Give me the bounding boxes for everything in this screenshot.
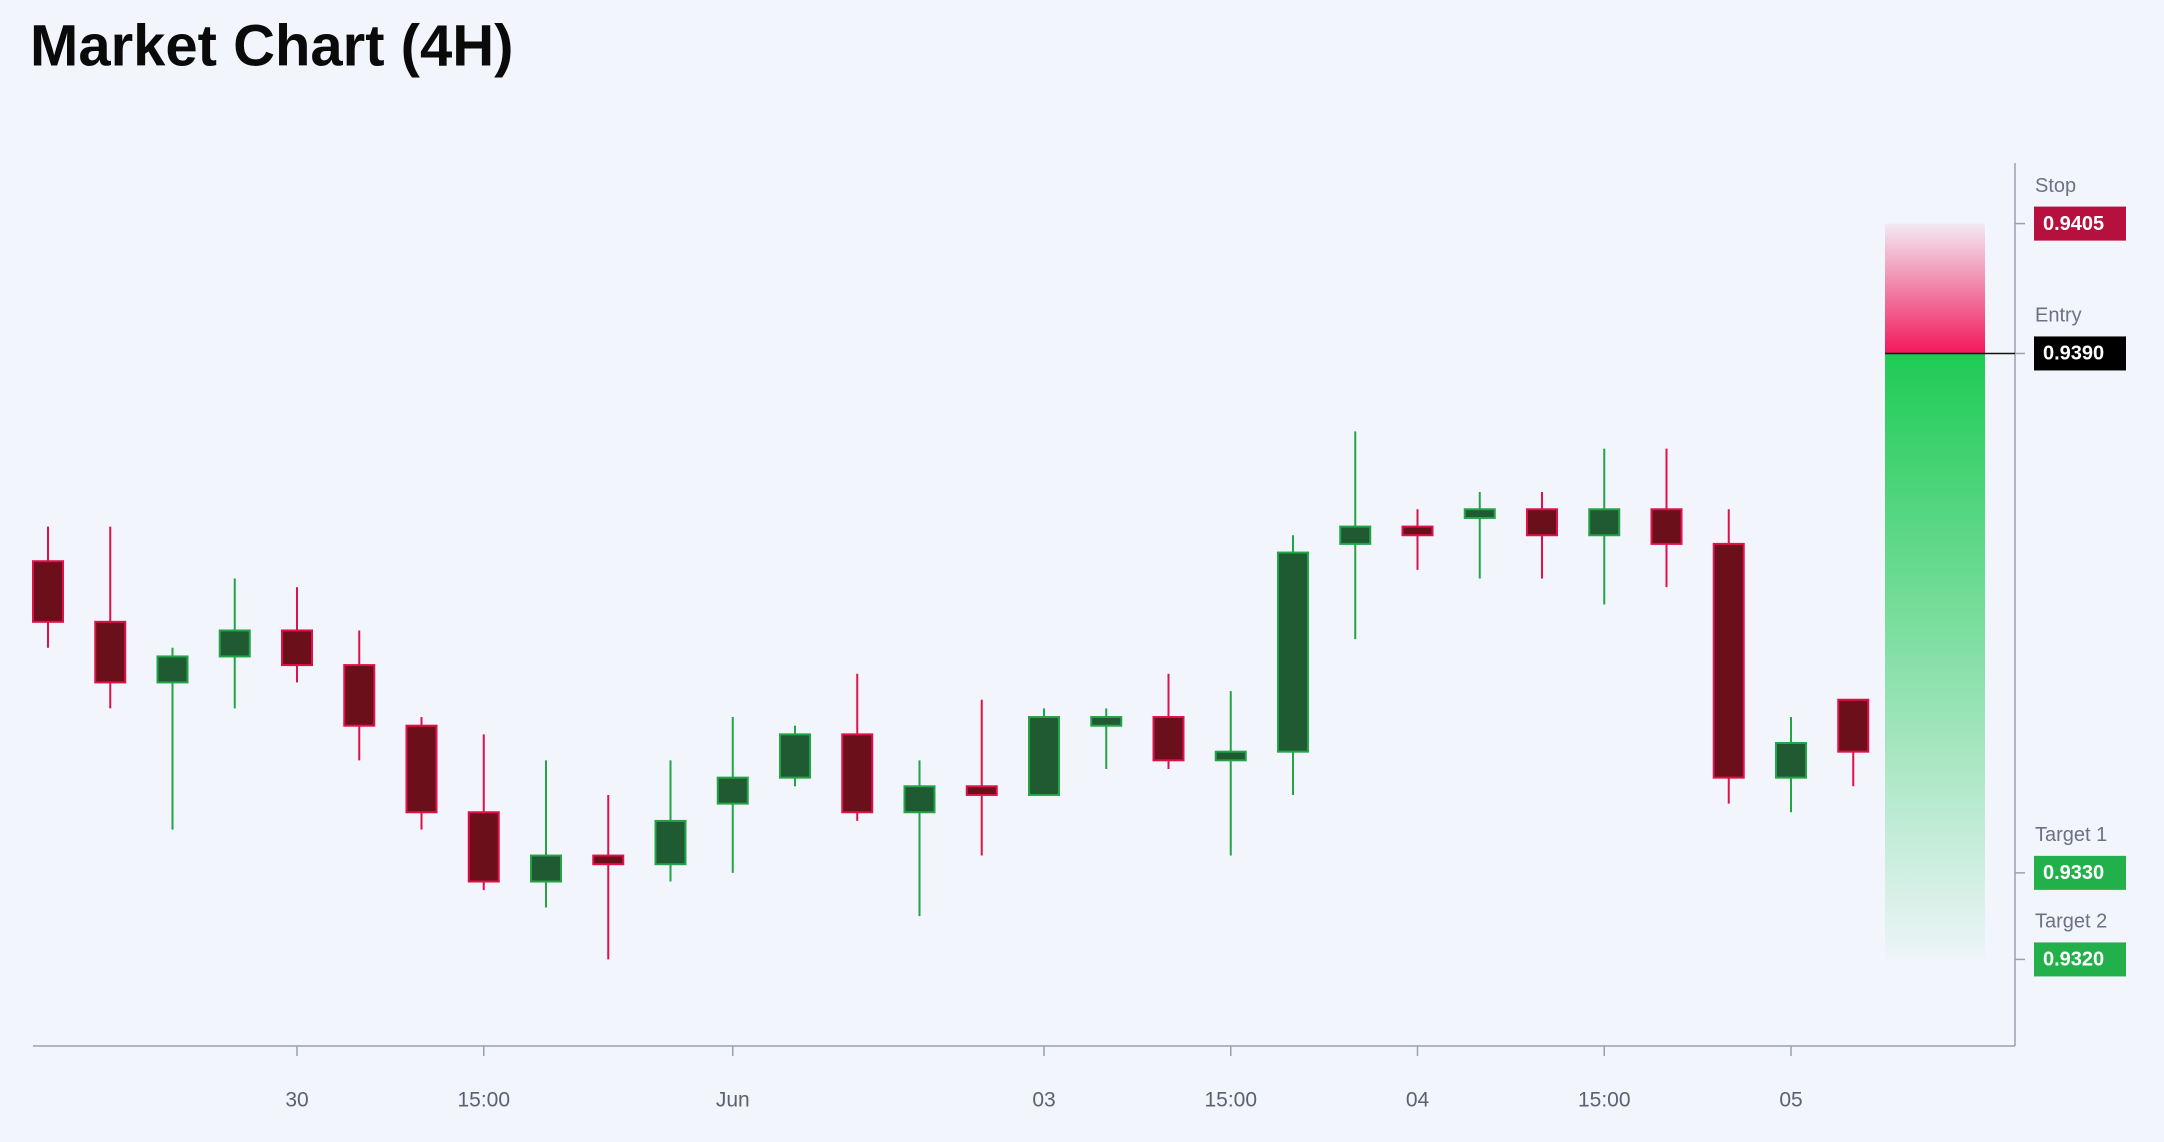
level-badge: [2034, 206, 2126, 241]
x-tick-label: 15:00: [457, 1089, 510, 1112]
candle-body: [1277, 551, 1309, 753]
level-value: 0.9390: [2043, 343, 2104, 365]
x-tick-label: 30: [285, 1089, 308, 1112]
candle-body: [1837, 698, 1870, 753]
candle-body: [1712, 542, 1745, 779]
candle-body: [32, 560, 64, 623]
candle-body: [1463, 508, 1496, 519]
level-badge: [2034, 855, 2126, 890]
candle-body: [1090, 716, 1123, 727]
candle-body: [592, 854, 625, 866]
x-tick-label: Jun: [716, 1089, 750, 1112]
x-tick-label: 15:00: [1204, 1089, 1257, 1112]
candle-body: [343, 664, 376, 727]
candle-body: [1339, 525, 1372, 545]
level-value: 0.9320: [2043, 949, 2104, 971]
level-name: Target 2: [2035, 911, 2107, 933]
candle-body: [467, 811, 500, 883]
candle-body: [779, 733, 811, 779]
candle-body: [1152, 716, 1185, 762]
level-value: 0.9330: [2043, 862, 2104, 884]
candle-body: [156, 655, 189, 684]
candle-body: [1775, 742, 1807, 779]
x-tick-label: 05: [1779, 1089, 1802, 1112]
candle-body: [903, 785, 936, 814]
x-tick-label: 04: [1406, 1089, 1430, 1112]
candle-body: [1526, 508, 1558, 537]
candle-body: [716, 776, 749, 805]
candle-body: [94, 620, 127, 684]
candle-body: [1214, 750, 1247, 762]
chart-title: Market Chart (4H): [30, 13, 513, 78]
candle-body: [1401, 525, 1434, 537]
x-tick-label: 15:00: [1578, 1089, 1631, 1112]
candle-body: [654, 819, 687, 866]
level-badge: [2034, 336, 2126, 371]
candle-body: [965, 785, 998, 796]
candle-body: [1588, 508, 1621, 537]
candle-body: [530, 854, 562, 883]
level-name: Target 1: [2035, 824, 2107, 846]
x-tick-label: 03: [1032, 1089, 1055, 1112]
reward-zone: [1885, 353, 1985, 960]
candle-body: [405, 724, 438, 814]
candle-body: [1650, 508, 1683, 545]
level-name: Stop: [2035, 175, 2076, 197]
candle-body: [1028, 716, 1060, 796]
candle-body: [281, 629, 313, 667]
level-value: 0.9405: [2043, 213, 2104, 235]
candle-body: [218, 629, 251, 658]
level-name: Entry: [2035, 305, 2082, 327]
level-badge: [2034, 942, 2126, 977]
risk-zone: [1885, 223, 1985, 354]
candle-body: [841, 733, 874, 814]
